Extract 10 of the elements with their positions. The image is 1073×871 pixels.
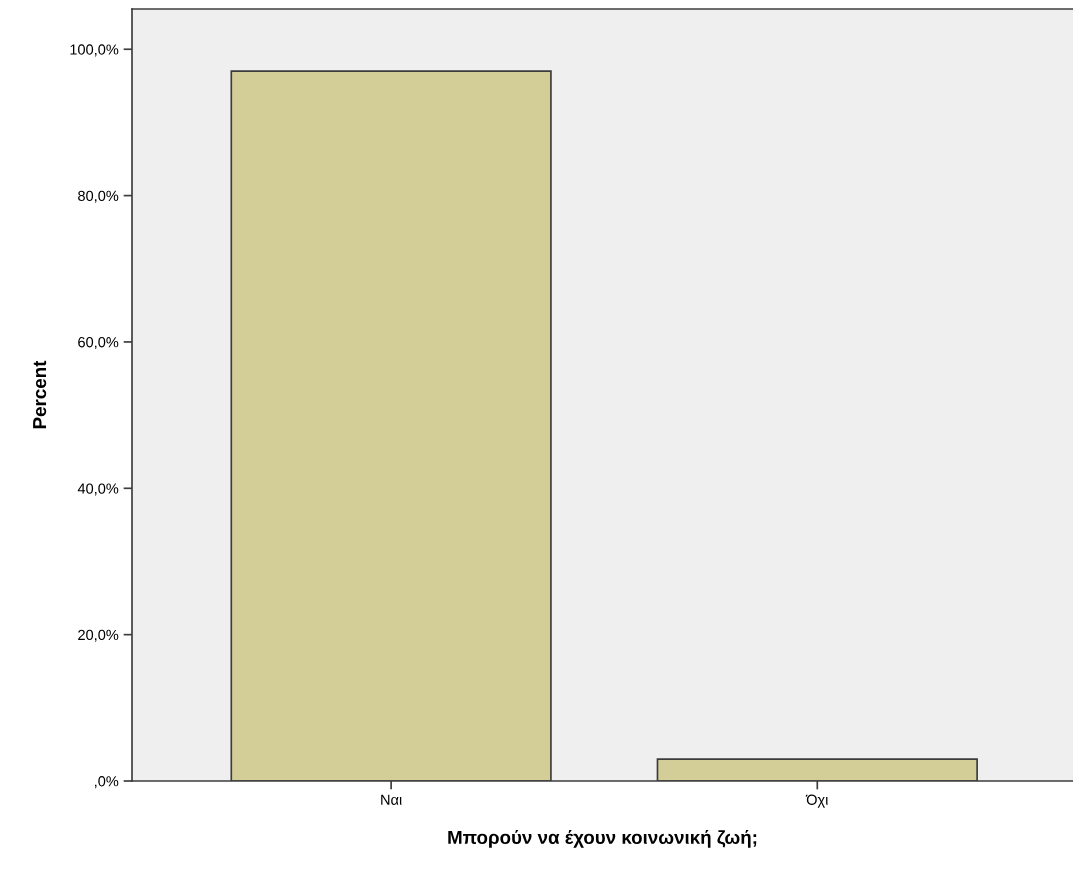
y-axis-title: Percent (33, 360, 47, 429)
y-tick-label: 20,0% (78, 629, 119, 642)
x-axis-title: Μπορούν να έχουν κοινωνική ζωή; (448, 830, 757, 848)
y-tick-label: 100,0% (70, 44, 119, 57)
y-tick-label: 60,0% (78, 337, 119, 350)
y-tick-label: 40,0% (77, 483, 119, 496)
x-tick-label: Ναι (381, 794, 402, 805)
y-tick-label: ,0% (94, 776, 119, 789)
y-tick-label: 80,0% (78, 190, 119, 203)
x-tick-label: Όχι (805, 794, 828, 808)
